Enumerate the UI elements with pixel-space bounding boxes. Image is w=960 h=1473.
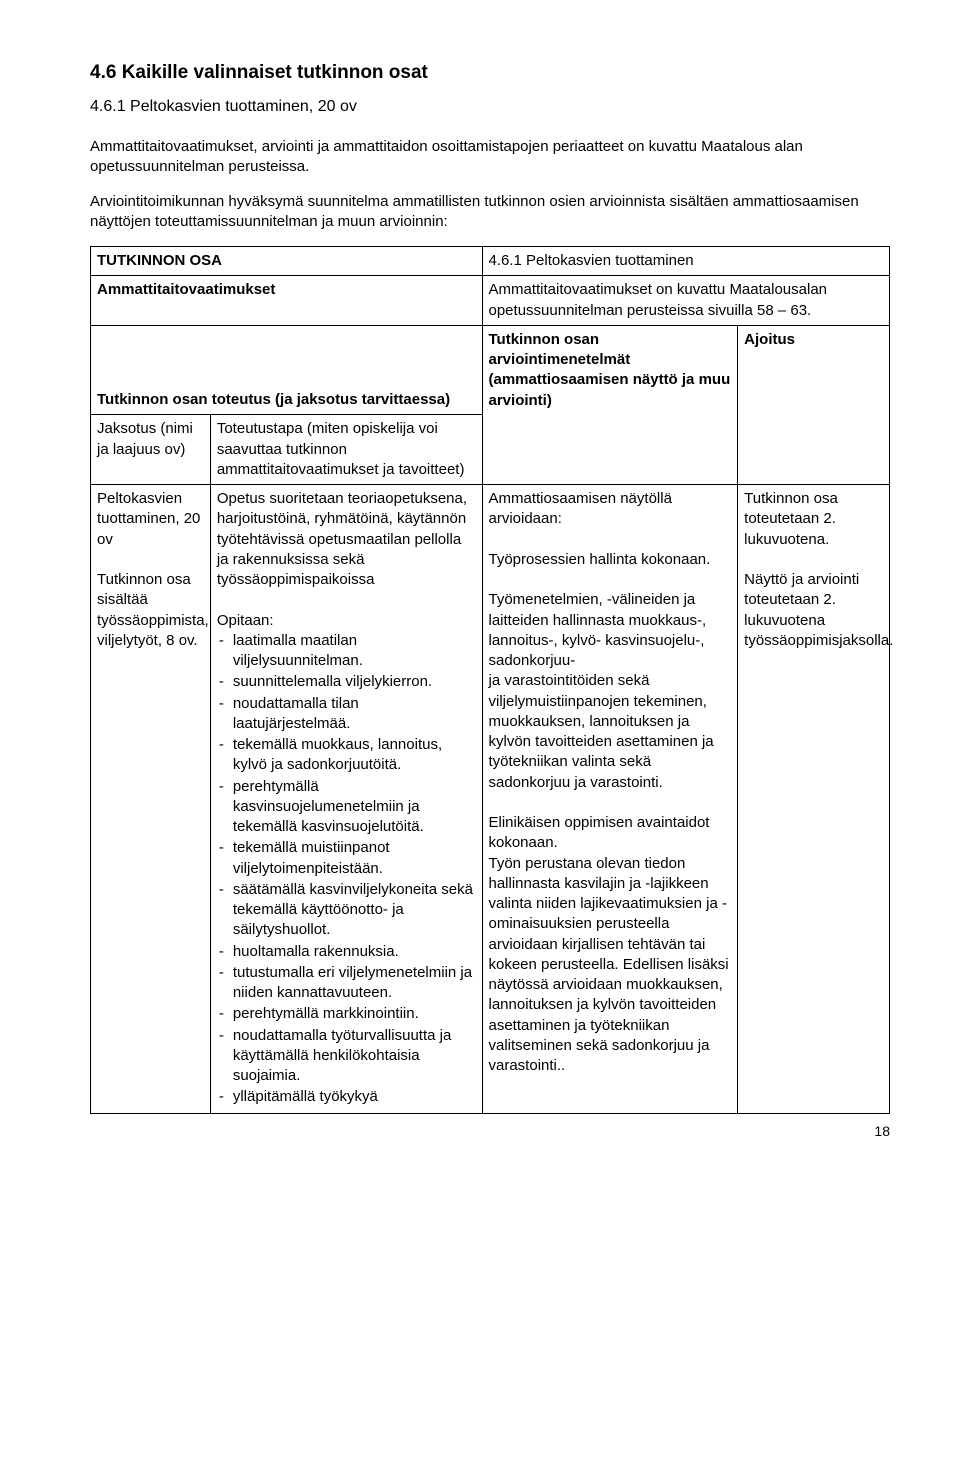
empty-cell [482,415,738,485]
intro-paragraph-1: Ammattitaitovaatimukset, arviointi ja am… [90,137,890,178]
tutkinnon-osa-label: TUTKINNON OSA [91,247,483,276]
ammattitaitovaatimukset-value: Ammattitaitovaatimukset on kuvattu Maata… [482,276,890,326]
list-item: laatimalla maatilan viljelysuunnitelman. [217,631,476,672]
toteutustapa-header: Toteutustapa (miten opiskelija voi saavu… [210,415,482,485]
list-item: ylläpitämällä työkykyä [217,1087,476,1107]
arviointi-label-bold: Tutkinnon osan arviointimenetelmät [489,331,631,368]
arviointi-label-sub: (ammattiosaamisen näyttö ja muu arvioint… [489,371,731,408]
jaksotus-title: Peltokasvien tuottaminen, 20 ov [97,490,200,548]
arviointimenetelmat-header: Tutkinnon osan arviointimenetelmät (amma… [482,325,738,415]
toteutus-intro: Opetus suoritetaan teoriaopetuksena, har… [217,490,467,588]
ajoitus-content: Tutkinnon osa toteutetaan 2. lukuvuotena… [738,485,890,1114]
list-item: tekemällä muistiinpanot viljelytoimenpit… [217,838,476,879]
list-item: tekemällä muokkaus, lannoitus, kylvö ja … [217,735,476,776]
intro-paragraph-2: Arviointitoimikunnan hyväksymä suunnitel… [90,192,890,233]
arviointi-p3: Työmenetelmien, -välineiden ja laitteide… [489,591,707,669]
ajoitus-header: Ajoitus [738,325,890,415]
arviointi-p4: Elinikäisen oppimisen avaintaidot kokona… [489,814,710,851]
list-item: perehtymällä kasvinsuojelumenetelmiin ja… [217,777,476,838]
list-item: säätämällä kasvinviljelykoneita sekä tek… [217,880,476,941]
opitaan-label: Opitaan: [217,612,274,629]
jaksotus-header: Jaksotus (nimi ja laajuus ov) [91,415,211,485]
page-number: 18 [90,1122,890,1141]
table-row: TUTKINNON OSA 4.6.1 Peltokasvien tuottam… [91,247,890,276]
empty-cell [738,415,890,485]
tutkinnon-osa-value: 4.6.1 Peltokasvien tuottaminen [482,247,890,276]
list-item: noudattamalla työturvallisuutta ja käytt… [217,1026,476,1087]
arviointi-p2: Työprosessien hallinta kokonaan. [489,551,711,568]
ajoitus-p2: Näyttö ja arviointi toteutetaan 2. lukuv… [744,571,893,649]
arviointi-p5: Työn perustana olevan tiedon hallinnasta… [489,855,729,1075]
toteutustapa-content: Opetus suoritetaan teoriaopetuksena, har… [210,485,482,1114]
jaksotus-content: Peltokasvien tuottaminen, 20 ov Tutkinno… [91,485,211,1114]
list-item: noudattamalla tilan laatujärjestelmää. [217,694,476,735]
list-item: suunnittelemalla viljelykierron. [217,672,476,692]
arviointi-p3b: ja varastointitöiden sekä viljelymuistii… [489,672,714,790]
curriculum-table: TUTKINNON OSA 4.6.1 Peltokasvien tuottam… [90,246,890,1114]
list-item: huoltamalla rakennuksia. [217,942,476,962]
toteutus-header: Tutkinnon osan toteutus (ja jaksotus tar… [91,325,483,415]
subsection-heading: 4.6.1 Peltokasvien tuottaminen, 20 ov [90,96,890,118]
ammattitaitovaatimukset-label: Ammattitaitovaatimukset [91,276,483,326]
table-row: Peltokasvien tuottaminen, 20 ov Tutkinno… [91,485,890,1114]
arviointi-p1: Ammattiosaamisen näytöllä arvioidaan: [489,490,672,527]
opitaan-list: laatimalla maatilan viljelysuunnitelman.… [217,631,476,1108]
section-heading: 4.6 Kaikille valinnaiset tutkinnon osat [90,60,890,86]
ajoitus-p1: Tutkinnon osa toteutetaan 2. lukuvuotena… [744,490,838,548]
list-item: tutustumalla eri viljelymenetelmiin ja n… [217,963,476,1004]
table-row: Jaksotus (nimi ja laajuus ov) Toteutusta… [91,415,890,485]
list-item: perehtymällä markkinointiin. [217,1004,476,1024]
arviointi-content: Ammattiosaamisen näytöllä arvioidaan: Ty… [482,485,738,1114]
jaksotus-desc: Tutkinnon osa sisältää työssäoppimista, … [97,571,209,649]
table-row: Ammattitaitovaatimukset Ammattitaitovaat… [91,276,890,326]
